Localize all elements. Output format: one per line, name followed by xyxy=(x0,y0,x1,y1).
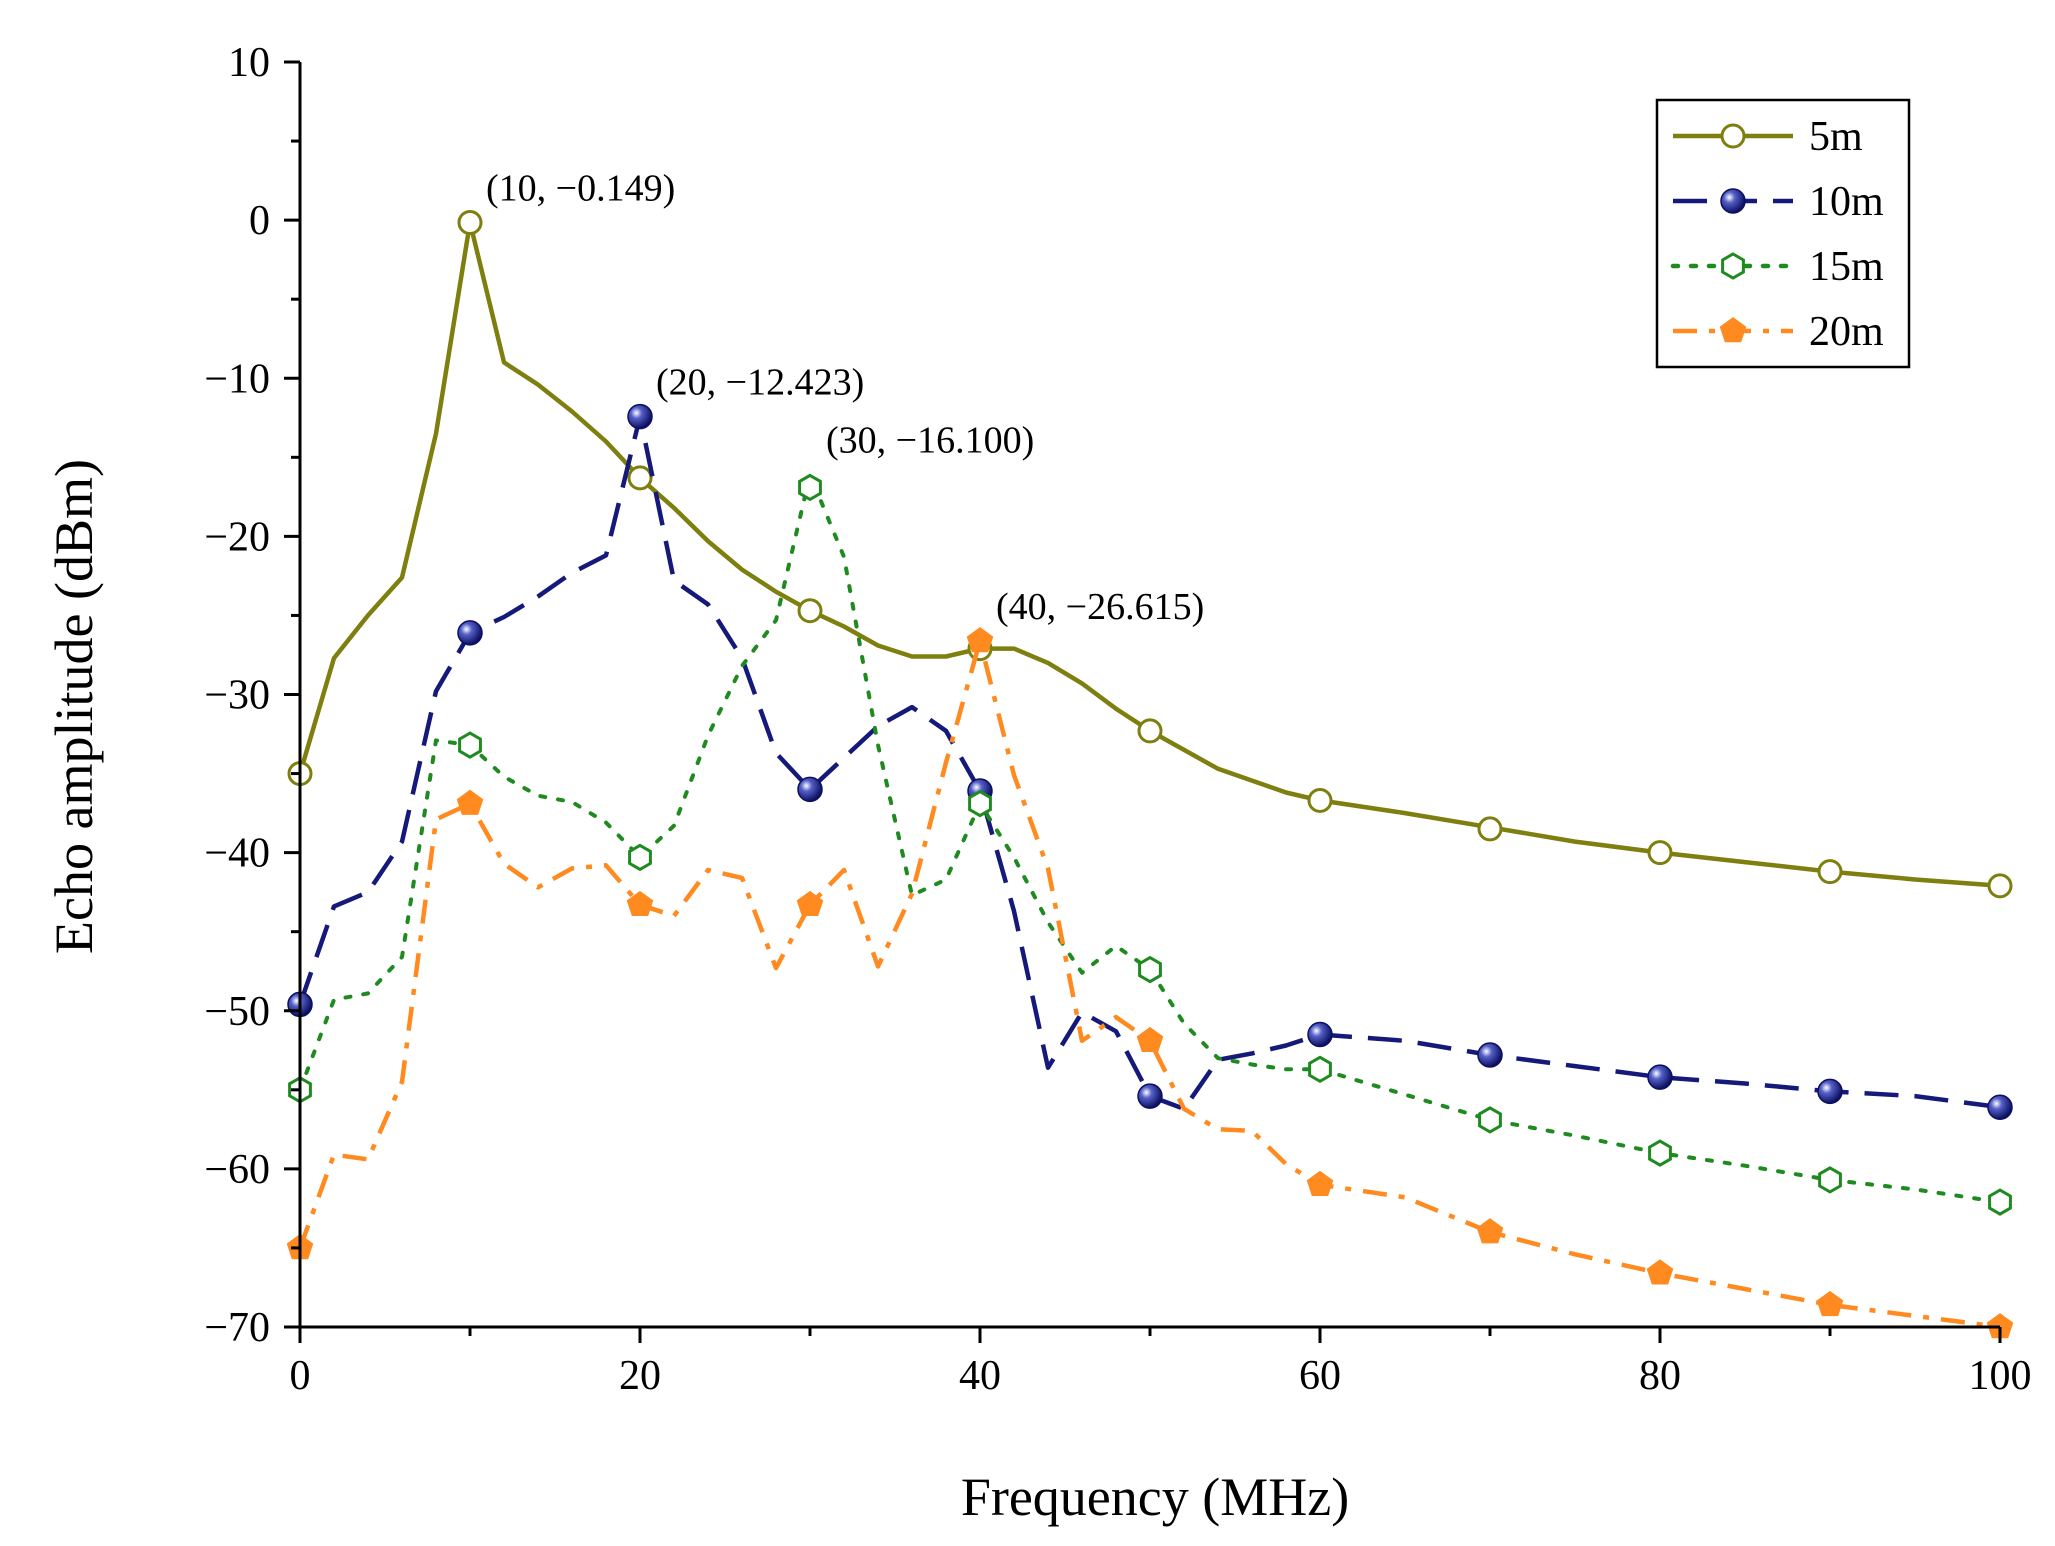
legend-label: 5m xyxy=(1809,114,1863,160)
x-tick-label: 80 xyxy=(1639,1353,1681,1399)
y-tick-label: −10 xyxy=(204,356,270,402)
legend: 5m 10m 15m 20m xyxy=(1655,98,1911,369)
data-point-5m xyxy=(1817,859,1843,885)
legend-marker xyxy=(1721,252,1745,280)
y-tick-label: −70 xyxy=(204,1305,270,1351)
data-point-10m xyxy=(627,403,653,430)
x-axis-title: Frequency (MHz) xyxy=(961,1467,1349,1527)
data-point-5m xyxy=(627,465,653,491)
peak-annotation: (30, −16.100) xyxy=(826,420,1034,462)
annotations: (10, −0.149) (20, −12.423) (30, −16.100) (4… xyxy=(486,167,1204,627)
legend-marker xyxy=(1720,123,1746,149)
x-tick-label: 0 xyxy=(290,1353,311,1399)
data-point-10m xyxy=(1647,1064,1673,1090)
series-line-15m xyxy=(298,472,2002,1205)
data-point-15m xyxy=(1988,1188,2012,1216)
data-point-20m xyxy=(796,890,824,917)
data-point-20m xyxy=(1136,1026,1164,1053)
data-point-15m xyxy=(1138,955,1162,984)
data-point-10m xyxy=(457,620,483,646)
series-line-20m xyxy=(297,638,2001,1330)
peak-annotation: (20, −12.423) xyxy=(656,362,864,404)
data-point-5m xyxy=(1477,816,1503,842)
data-point-10m xyxy=(1817,1078,1843,1105)
y-tick-label: −20 xyxy=(204,514,270,560)
legend-entry-5m: 5m xyxy=(1673,114,1863,160)
peak-annotation: (10, −0.149) xyxy=(486,167,675,209)
legend-marker xyxy=(1719,317,1747,343)
legend-label: 10m xyxy=(1809,179,1884,225)
legend-box xyxy=(1655,98,1911,369)
data-point-15m xyxy=(1308,1055,1332,1084)
axes: 100−10−20−30−40−50−60−700 20 40 60 80 100Freq… xyxy=(44,40,2032,1527)
y-axis-title: Echo amplitude (dBm) xyxy=(44,459,104,954)
data-point-10m xyxy=(1987,1094,2013,1120)
data-point-15m xyxy=(628,843,652,872)
data-point-5m xyxy=(457,209,483,235)
x-tick-label: 20 xyxy=(619,1353,661,1399)
y-tick-label: −60 xyxy=(204,1147,270,1193)
data-point-15m xyxy=(1818,1166,1842,1194)
data-point-20m xyxy=(456,789,484,815)
data-point-20m xyxy=(1306,1170,1334,1196)
legend-label: 20m xyxy=(1809,309,1884,355)
data-point-5m xyxy=(1137,718,1163,744)
data-point-15m xyxy=(798,473,822,502)
data-point-15m xyxy=(1478,1106,1502,1134)
legend-marker xyxy=(1720,188,1746,214)
y-tick-label: −50 xyxy=(204,989,270,1035)
x-tick-label: 40 xyxy=(959,1353,1001,1399)
y-tick-label: −40 xyxy=(204,831,270,877)
y-tick-label: 10 xyxy=(228,40,270,86)
data-point-5m xyxy=(797,598,823,624)
x-tick-label: 60 xyxy=(1299,1353,1341,1399)
data-point-5m xyxy=(1307,787,1333,813)
data-point-10m xyxy=(1307,1021,1333,1048)
series-line-10m xyxy=(297,414,2001,1112)
data-point-15m xyxy=(458,731,482,759)
y-tick-label: −30 xyxy=(204,673,270,719)
x-tick-label: 100 xyxy=(1969,1353,2032,1399)
series-layer xyxy=(286,209,2014,1339)
data-point-15m xyxy=(968,789,992,818)
data-point-5m xyxy=(1647,840,1673,866)
legend-label: 15m xyxy=(1809,244,1884,290)
legend-entry-15m: 15m xyxy=(1670,244,1884,290)
series-20m xyxy=(286,627,2014,1339)
data-point-20m xyxy=(1646,1259,1674,1285)
data-point-20m xyxy=(626,890,654,917)
legend-entry-20m: 20m xyxy=(1673,309,1884,355)
data-point-10m xyxy=(1137,1083,1163,1109)
series-10m xyxy=(287,403,2013,1120)
peak-annotation: (40, −26.615) xyxy=(996,586,1204,628)
data-point-20m xyxy=(1816,1290,1844,1317)
data-point-20m xyxy=(966,627,994,653)
data-point-15m xyxy=(1648,1139,1672,1167)
legend-entry-10m: 10m xyxy=(1673,179,1884,225)
data-point-5m xyxy=(1987,873,2013,899)
y-tick-label: 0 xyxy=(249,198,270,244)
series-15m xyxy=(288,472,2012,1216)
data-point-10m xyxy=(797,776,823,803)
data-point-20m xyxy=(1476,1218,1504,1244)
data-point-10m xyxy=(1477,1042,1503,1068)
